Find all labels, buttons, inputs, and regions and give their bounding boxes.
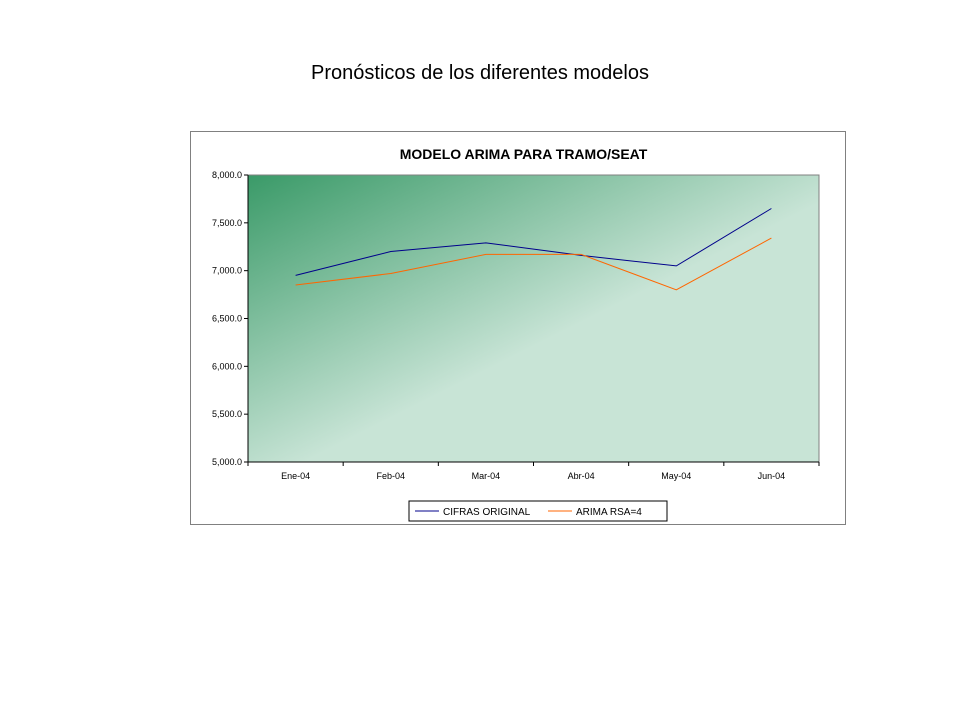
- x-tick-label: Abr-04: [568, 471, 595, 481]
- y-tick-label: 6,000.0: [212, 361, 242, 371]
- y-tick-label: 5,500.0: [212, 409, 242, 419]
- series-line-1: [295, 208, 772, 276]
- x-tick-label: Ene-04: [281, 471, 310, 481]
- x-tick-label: May-04: [661, 471, 691, 481]
- legend-label: ARIMA RSA=4: [576, 507, 642, 518]
- plot-area: [247, 174, 820, 463]
- series-line-2: [295, 237, 772, 291]
- x-tick-label: Jun-04: [758, 471, 786, 481]
- x-tick-label: Feb-04: [376, 471, 405, 481]
- legend: CIFRAS ORIGINAL ARIMA RSA=4: [408, 500, 668, 522]
- y-tick-label: 7,500.0: [212, 218, 242, 228]
- chart-title: MODELO ARIMA PARA TRAMO/SEAT: [400, 146, 648, 162]
- y-axis: 5,000.0 5,500.0 6,000.0 6,500.0 7,000.0 7,500…: [212, 170, 249, 467]
- chart-container: MODELO ARIMA PARA TRAMO/SEAT 5,000.0 5,50…: [190, 131, 846, 525]
- legend-label: CIFRAS ORIGINAL: [443, 507, 531, 518]
- line-chart: MODELO ARIMA PARA TRAMO/SEAT 5,000.0 5,50…: [212, 146, 820, 522]
- y-tick-label: 7,000.0: [212, 266, 242, 276]
- x-tick-label: Mar-04: [472, 471, 501, 481]
- legend-box: [408, 500, 668, 522]
- y-tick-label: 6,500.0: [212, 314, 242, 324]
- y-tick-label: 8,000.0: [212, 170, 242, 180]
- series-layer: [295, 208, 772, 291]
- page-title: Pronósticos de los diferentes modelos: [311, 62, 649, 84]
- x-axis: Ene-04 Feb-04 Mar-04 Abr-04 May-04 Jun-04: [247, 461, 820, 481]
- y-tick-label: 5,000.0: [212, 457, 242, 467]
